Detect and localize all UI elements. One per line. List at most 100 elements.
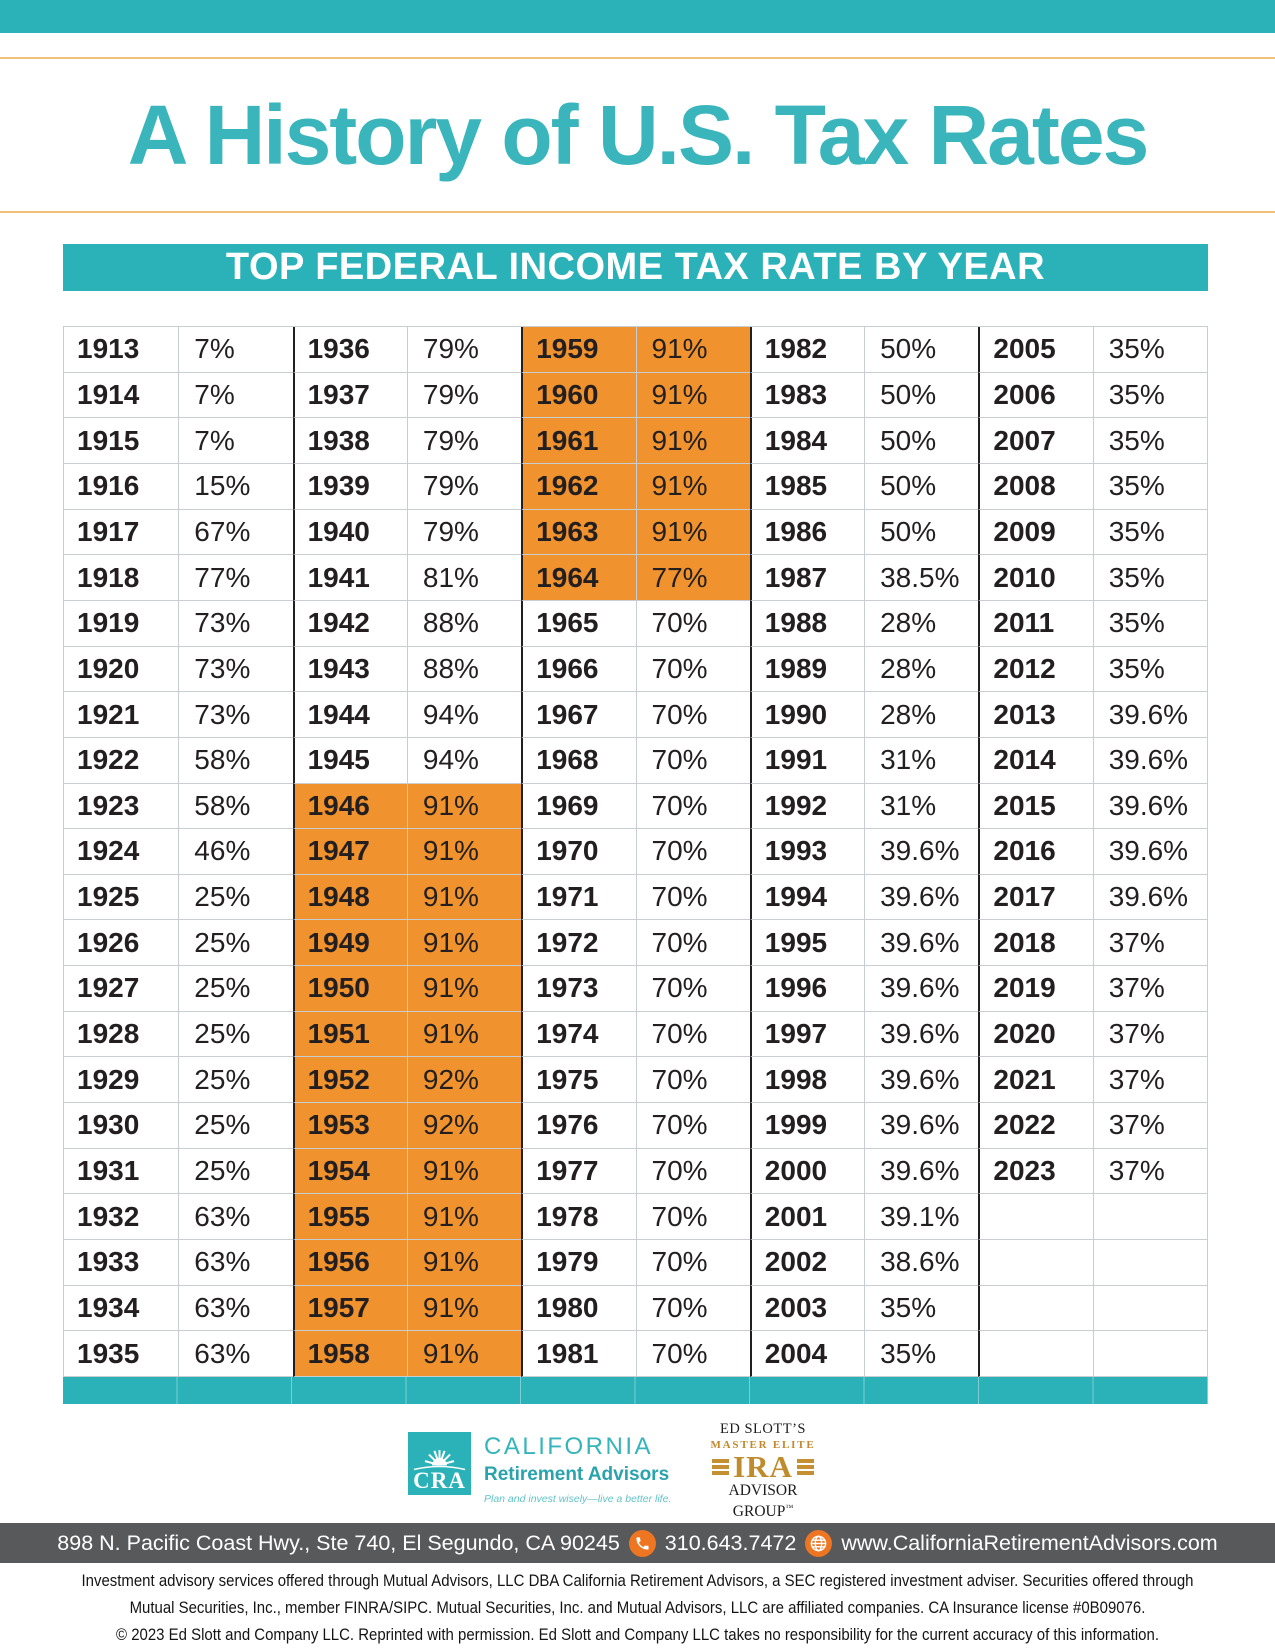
rate-cell: 39.6% <box>1092 692 1207 738</box>
year-cell: 1940 <box>292 509 407 556</box>
year-cell: 1934 <box>64 1286 179 1332</box>
year-cell: 1938 <box>292 418 407 464</box>
year-cell: 1990 <box>749 692 865 738</box>
rate-cell: 70% <box>635 920 750 967</box>
rate-cell: 37% <box>1092 1011 1207 1058</box>
year-cell: 2022 <box>978 1103 1093 1149</box>
rate-cell: 91% <box>635 509 750 556</box>
year-cell: 1980 <box>521 1285 636 1332</box>
year-cell: 1958 <box>292 1331 407 1377</box>
year-cell: 1988 <box>749 600 865 647</box>
rate-cell: 63% <box>178 1194 293 1241</box>
year-cell: 1969 <box>521 783 636 830</box>
year-cell: 1918 <box>64 555 179 601</box>
year-cell: 1997 <box>749 1011 865 1058</box>
year-cell: 1950 <box>292 966 407 1012</box>
rate-cell: 92% <box>406 1057 522 1104</box>
rate-cell: 25% <box>178 1148 293 1195</box>
rate-cell: 35% <box>1092 327 1207 373</box>
phone-icon <box>628 1529 656 1557</box>
rate-cell: 25% <box>178 1011 293 1058</box>
rate-cell: 39.1% <box>864 1194 979 1241</box>
year-cell: 1946 <box>292 783 407 830</box>
year-cell: 2013 <box>978 692 1093 738</box>
rate-cell: 35% <box>1092 646 1207 693</box>
rate-cell: 50% <box>864 463 979 510</box>
ira-left-bars-icon <box>712 1459 730 1475</box>
year-cell: 2019 <box>978 966 1093 1012</box>
year-cell: 2021 <box>978 1057 1093 1104</box>
rate-cell: 25% <box>178 1057 293 1104</box>
year-cell: 1925 <box>64 875 179 921</box>
rate-cell: 70% <box>635 737 750 784</box>
year-cell: 1973 <box>521 966 636 1012</box>
rate-cell: 70% <box>635 1331 750 1377</box>
rate-cell: 70% <box>635 783 750 830</box>
rate-cell: 73% <box>178 600 293 647</box>
rate-cell: 70% <box>635 1057 750 1104</box>
rate-cell: 79% <box>406 327 522 373</box>
ed-slott-line1: ED SLOTT’S <box>720 1421 806 1437</box>
rate-cell: 25% <box>178 920 293 967</box>
rate-cell: 39.6% <box>864 1057 979 1104</box>
rate-cell: 67% <box>178 509 293 556</box>
year-cell: 1955 <box>292 1194 407 1241</box>
rate-cell <box>1092 1240 1207 1286</box>
rate-cell: 39.6% <box>864 1103 979 1149</box>
year-cell: 1927 <box>64 966 179 1012</box>
year-cell: 1947 <box>292 829 407 875</box>
rate-cell: 37% <box>1092 920 1207 967</box>
year-cell: 1972 <box>521 920 636 967</box>
year-cell: 2003 <box>749 1285 865 1332</box>
year-cell: 1951 <box>292 1011 407 1058</box>
year-cell: 1935 <box>64 1331 179 1377</box>
year-cell: 1931 <box>64 1149 179 1195</box>
year-cell <box>978 1194 1093 1241</box>
rate-cell: 70% <box>635 1240 750 1286</box>
year-cell: 1930 <box>64 1103 179 1149</box>
rate-cell: 70% <box>635 600 750 647</box>
year-cell: 1975 <box>521 1057 636 1104</box>
rate-cell: 91% <box>635 372 750 419</box>
year-cell: 1991 <box>749 737 865 784</box>
rate-cell: 79% <box>406 463 522 510</box>
year-cell: 1999 <box>749 1103 865 1149</box>
table-bottom-teal-strip <box>63 1377 1208 1404</box>
rate-cell: 79% <box>406 509 522 556</box>
rate-cell: 39.6% <box>864 829 979 875</box>
year-cell: 1960 <box>521 372 636 419</box>
rate-cell: 91% <box>406 1011 522 1058</box>
rate-cell: 35% <box>864 1331 979 1377</box>
rate-cell: 39.6% <box>864 874 979 921</box>
year-cell: 1944 <box>292 692 407 738</box>
bottom-orange-rule <box>0 211 1275 213</box>
rate-cell: 37% <box>1092 1057 1207 1104</box>
year-cell: 1932 <box>64 1194 179 1241</box>
year-cell: 1920 <box>64 647 179 693</box>
year-cell: 2001 <box>749 1194 865 1241</box>
year-cell: 1994 <box>749 874 865 921</box>
rate-cell: 70% <box>635 966 750 1012</box>
cra-monogram: CRA <box>413 1468 466 1493</box>
ira-wordmark: IRA <box>733 1449 793 1484</box>
ira-right-bars-icon <box>796 1459 814 1475</box>
year-cell: 1928 <box>64 1012 179 1058</box>
rate-cell: 63% <box>178 1331 293 1377</box>
rate-cell: 35% <box>1092 463 1207 510</box>
rate-cell: 91% <box>406 874 522 921</box>
website-url[interactable]: www.CaliforniaRetirementAdvisors.com <box>841 1530 1218 1555</box>
year-cell: 2010 <box>978 555 1093 601</box>
rate-cell: 31% <box>864 783 979 830</box>
year-cell: 1968 <box>521 737 636 784</box>
rate-cell: 39.6% <box>1092 829 1207 875</box>
rate-cell: 39.6% <box>864 1011 979 1058</box>
year-cell: 1956 <box>292 1240 407 1286</box>
year-cell: 2005 <box>978 327 1093 373</box>
year-cell: 1926 <box>64 920 179 967</box>
year-cell: 2009 <box>978 509 1093 556</box>
ed-slott-line4: ADVISOR <box>728 1482 798 1499</box>
year-cell: 1942 <box>292 600 407 647</box>
rate-cell: 37% <box>1092 1148 1207 1195</box>
year-cell: 1962 <box>521 463 636 510</box>
